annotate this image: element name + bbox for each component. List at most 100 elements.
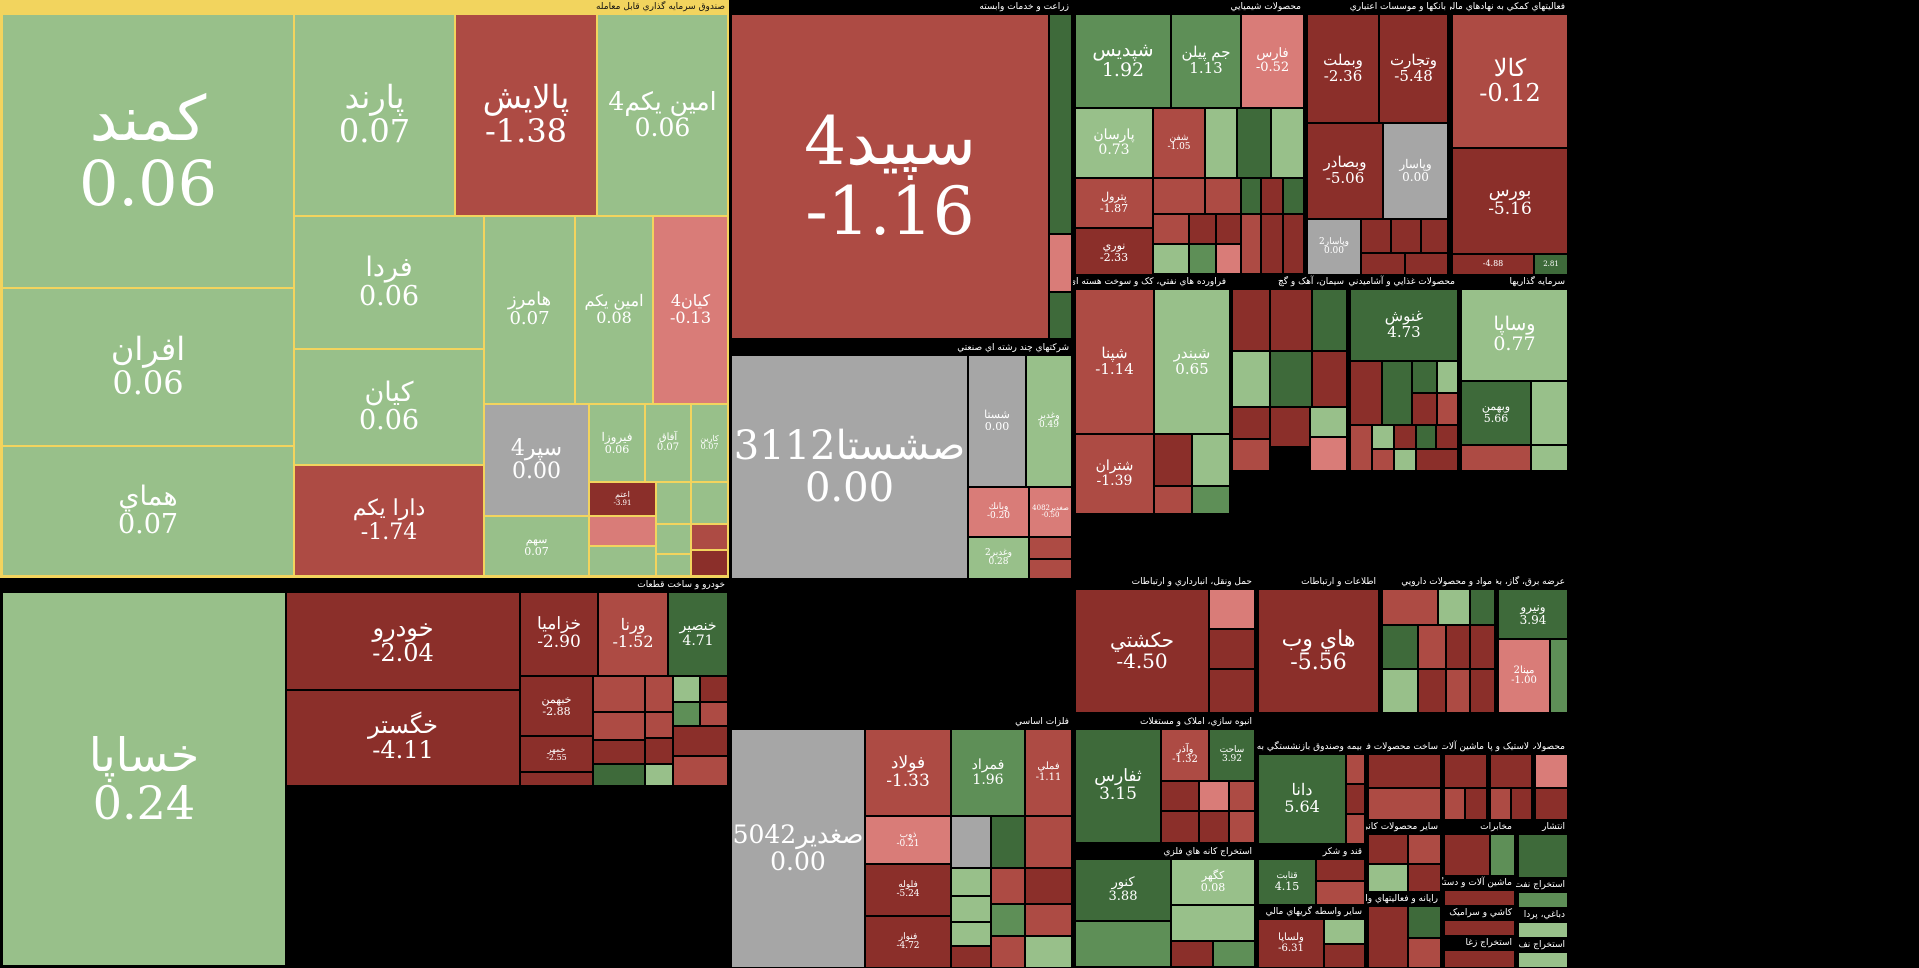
tile-small[interactable] [1372, 425, 1394, 449]
tile-farda[interactable]: فردا 0.06 [294, 216, 484, 349]
tile-parand[interactable]: پارند 0.07 [294, 14, 455, 216]
tile-small[interactable] [1531, 445, 1568, 471]
tile-small[interactable] [1199, 781, 1229, 811]
tile-kenvar[interactable]: كنور 3.88 [1075, 859, 1171, 921]
tile-khanser[interactable]: خنصير 4.71 [668, 592, 728, 676]
tile-small[interactable] [1232, 439, 1270, 471]
tile-small[interactable] [1029, 537, 1072, 559]
tile-small[interactable] [1189, 214, 1216, 244]
tile-small[interactable] [1192, 434, 1230, 486]
tile-small[interactable] [673, 702, 700, 726]
tile-hajweb[interactable]: هاي وب -5.56 [1258, 589, 1379, 713]
tile-small[interactable] [1209, 669, 1255, 713]
tile-small[interactable] [991, 904, 1025, 936]
tile-small[interactable] [1270, 289, 1312, 351]
tile-small[interactable] [1209, 629, 1255, 669]
tile-small[interactable] [589, 516, 656, 546]
tile-ghetat[interactable]: قثابت 4.15 [1258, 859, 1316, 905]
tile-small[interactable] [1490, 754, 1532, 788]
tile-shasta[interactable]: شستا 0.00 [968, 355, 1026, 487]
tile-small[interactable] [1350, 425, 1372, 471]
tile-small[interactable] [1237, 108, 1271, 178]
tile-small[interactable] [645, 676, 673, 712]
tile-small[interactable] [1205, 178, 1241, 214]
tile-small[interactable] [1437, 361, 1458, 393]
tile-small[interactable] [1436, 425, 1458, 449]
tile-small[interactable] [1153, 244, 1189, 274]
tile-small[interactable] [991, 816, 1025, 868]
tile-separ4[interactable]: سپر4 0.00 [484, 404, 589, 516]
tile-khmehr[interactable]: خمهر -2.55 [520, 736, 593, 772]
tile-sesh[interactable]: صشستا3112 0.00 [731, 355, 968, 579]
tile-small[interactable] [1382, 669, 1418, 713]
tile-small[interactable] [1418, 669, 1446, 713]
tile-small[interactable] [1316, 881, 1365, 905]
tile-vbsader[interactable]: وبصادر -5.06 [1307, 123, 1383, 219]
tile-small[interactable] [1350, 361, 1382, 425]
tile-small[interactable] [1199, 811, 1229, 843]
tile-small[interactable] [1444, 834, 1490, 876]
tile-small[interactable] [1049, 292, 1072, 339]
tile-small[interactable] [1412, 393, 1437, 425]
tile-small[interactable] [991, 936, 1025, 968]
tile-small[interactable] [1229, 781, 1255, 811]
tile-fanvar[interactable]: فنوار -4.72 [865, 916, 951, 968]
tile-small[interactable] [1205, 108, 1237, 178]
tile-small[interactable] [1324, 919, 1365, 944]
tile-small[interactable] [1382, 589, 1438, 625]
tile-small[interactable] [1408, 834, 1441, 864]
tile-small[interactable] [1372, 449, 1394, 471]
tile-mapna2[interactable]: مپنا2 -1.00 [1498, 639, 1550, 713]
tile-small[interactable] [673, 676, 700, 702]
tile-small[interactable] [656, 524, 691, 554]
tile-small[interactable] [1394, 449, 1416, 471]
tile-small[interactable] [1271, 108, 1304, 178]
tile-khasapa[interactable]: خساپا 0.24 [2, 592, 286, 966]
tile-small[interactable] [1361, 219, 1391, 253]
tile-small[interactable] [1229, 811, 1255, 843]
tile-small[interactable] [1216, 214, 1241, 244]
tile-small[interactable] [1232, 407, 1270, 439]
tile-foolad[interactable]: فولاد -1.33 [865, 729, 951, 816]
tile-small[interactable] [645, 712, 673, 738]
tile-verna[interactable]: ورنا -1.52 [598, 592, 668, 676]
tile-small[interactable] [1368, 906, 1408, 968]
tile-small[interactable] [1189, 244, 1216, 274]
tile-shepna[interactable]: شپنا -1.14 [1075, 289, 1154, 434]
tile-small[interactable] [1283, 214, 1304, 274]
tile-small[interactable] [1518, 952, 1568, 968]
tile-sepid4[interactable]: سپيد4 -1.16 [731, 14, 1049, 339]
tile-small[interactable] [1241, 214, 1261, 274]
tile-small[interactable] [1283, 178, 1304, 214]
tile-small[interactable] [1346, 814, 1365, 844]
tile-small[interactable] [1270, 351, 1312, 407]
tile-sashisb[interactable]: ساحت 3.92 [1209, 729, 1255, 781]
tile-small[interactable] [1438, 589, 1470, 625]
tile-kamand[interactable]: کمند 0.06 [2, 14, 294, 288]
tile-small[interactable] [1312, 351, 1347, 407]
tile-small[interactable] [1232, 351, 1270, 407]
tile-small[interactable] [1550, 639, 1568, 713]
tile-small[interactable] [1446, 669, 1470, 713]
tile-small[interactable] [991, 868, 1025, 904]
tile-petrol[interactable]: پترول -1.87 [1075, 178, 1153, 228]
tile-khodro[interactable]: خودرو -2.04 [286, 592, 520, 690]
tile-vbahman[interactable]: وبهمن 5.66 [1461, 381, 1531, 445]
tile-small[interactable] [1213, 941, 1255, 967]
tile-saghadir5042[interactable]: صغدير5042 0.00 [731, 729, 865, 968]
tile-small[interactable] [1316, 859, 1365, 881]
tile-vasapa[interactable]: وساپا 0.77 [1461, 289, 1568, 381]
tile-small[interactable] [645, 738, 673, 764]
tile-vpasar2[interactable]: وپاسار2 0.00 [1307, 219, 1361, 275]
tile-small[interactable] [1408, 938, 1441, 968]
tile-small[interactable] [1421, 219, 1448, 253]
tile-small[interactable] [1368, 834, 1408, 864]
tile-small[interactable] [593, 764, 645, 786]
tile-small[interactable] [1261, 178, 1283, 214]
tile-small[interactable] [1310, 437, 1347, 471]
tile-small[interactable] [1461, 445, 1531, 471]
tile-shebandar[interactable]: شبندر 0.65 [1154, 289, 1230, 434]
tile-small[interactable] [1470, 625, 1495, 669]
tile-small[interactable] [1382, 361, 1412, 425]
tile-small[interactable] [1490, 788, 1511, 820]
